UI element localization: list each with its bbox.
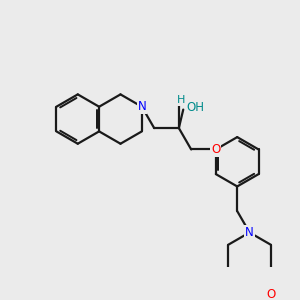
Text: O: O [266, 288, 275, 300]
Text: OH: OH [186, 100, 204, 114]
Text: N: N [137, 100, 146, 113]
Text: N: N [245, 226, 254, 239]
Text: H: H [176, 95, 185, 105]
Text: O: O [211, 143, 220, 156]
